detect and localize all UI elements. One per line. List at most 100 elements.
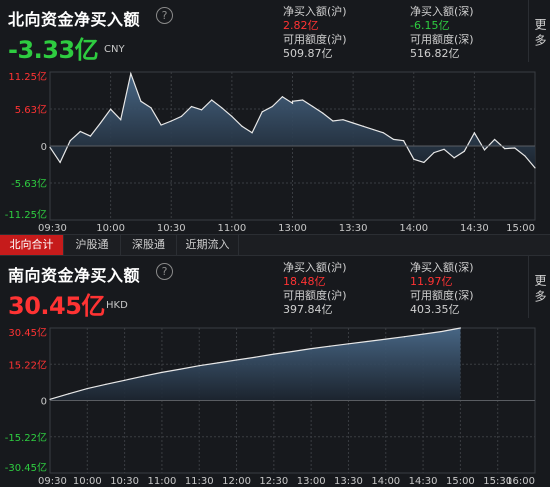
north-xtick-label: 14:00 bbox=[399, 223, 428, 234]
north-sz-quota-value: 516.82亿 bbox=[410, 47, 460, 60]
south-data-point bbox=[161, 371, 163, 374]
north-data-point bbox=[180, 115, 182, 117]
south-xtick-label: 13:30 bbox=[334, 476, 363, 487]
south-ytick-label: 30.45亿 bbox=[8, 326, 47, 339]
north-xtick-label: 13:00 bbox=[278, 223, 307, 234]
north-data-point bbox=[281, 96, 283, 98]
north-data-point bbox=[473, 132, 475, 134]
south-data-point bbox=[310, 347, 312, 350]
north-data-point bbox=[241, 125, 243, 127]
tab-north-total[interactable]: 北向合计 bbox=[0, 235, 64, 255]
north-data-point bbox=[79, 130, 81, 133]
north-data-point bbox=[291, 100, 294, 102]
north-help-icon[interactable]: ? bbox=[156, 7, 173, 24]
south-xtick-label: 15:30 bbox=[483, 476, 512, 487]
north-xtick-label: 14:30 bbox=[460, 223, 489, 234]
north-data-point bbox=[160, 124, 162, 126]
north-data-point bbox=[120, 119, 122, 121]
north-sh-quota-value: 509.87亿 bbox=[283, 47, 333, 60]
south-ytick-label: 0 bbox=[41, 397, 47, 408]
north-data-point bbox=[140, 100, 142, 102]
south-chart: 30.45亿 15.22亿 0 -15.22亿 -30.45亿 09:30 10:00 10:… bbox=[5, 326, 536, 487]
north-title: 北向资金净买入额 bbox=[8, 10, 141, 29]
south-data-point bbox=[329, 345, 331, 347]
south-xtick-label: 10:30 bbox=[110, 476, 139, 487]
south-data-point bbox=[68, 393, 70, 395]
south-sz-quota-label: 可用额度(深) bbox=[410, 289, 474, 302]
tab-shenzhen-connect[interactable]: 深股通 bbox=[121, 235, 177, 255]
north-sh-quota-label: 可用额度(沪) bbox=[283, 33, 347, 46]
south-more-button[interactable]: 更多 bbox=[528, 256, 550, 318]
north-data-point bbox=[49, 146, 51, 148]
north-sh-net-label: 净买入额(沪) bbox=[283, 5, 347, 18]
north-header: 北向资金净买入额 ? -3.33亿 CNY 净买入额(沪) 2.82亿 可用额度… bbox=[0, 0, 550, 64]
north-data-point bbox=[110, 108, 112, 110]
north-data-point bbox=[190, 105, 193, 108]
south-xtick-label: 12:30 bbox=[259, 476, 288, 487]
north-data-point bbox=[59, 161, 61, 164]
south-data-point bbox=[422, 333, 424, 335]
north-data-point bbox=[130, 73, 132, 75]
north-data-point bbox=[352, 122, 354, 124]
south-xtick-label: 16:00 bbox=[506, 476, 535, 487]
north-data-point bbox=[382, 132, 385, 134]
north-data-point bbox=[302, 99, 304, 101]
south-ytick-label: -30.45亿 bbox=[5, 461, 47, 474]
south-xtick-label: 13:00 bbox=[297, 476, 326, 487]
north-xtick-label: 10:30 bbox=[157, 223, 186, 234]
north-data-point bbox=[211, 99, 213, 101]
south-area bbox=[50, 328, 461, 401]
north-ytick-label: 11.25亿 bbox=[8, 70, 47, 83]
north-xtick-label: 11:00 bbox=[217, 223, 246, 234]
south-xtick-label: 12:00 bbox=[222, 476, 251, 487]
north-data-point bbox=[200, 109, 203, 111]
north-sh-net-value: 2.82亿 bbox=[283, 19, 319, 32]
south-data-point bbox=[273, 353, 275, 355]
south-xtick-label: 09:30 bbox=[38, 476, 67, 487]
north-currency: CNY bbox=[104, 44, 125, 55]
south-xtick-label: 14:30 bbox=[409, 476, 438, 487]
north-panel: 北向资金净买入额 ? -3.33亿 CNY 净买入额(沪) 2.82亿 可用额度… bbox=[0, 0, 550, 234]
tab-recent-inflow[interactable]: 近期流入 bbox=[177, 235, 239, 255]
north-ytick-label: -11.25亿 bbox=[5, 208, 47, 221]
south-data-point bbox=[254, 356, 256, 358]
north-data-point bbox=[312, 105, 314, 108]
south-net-value: 30.45亿 bbox=[8, 292, 105, 320]
south-title: 南向资金净买入额 bbox=[8, 266, 141, 285]
north-xtick-label: 15:00 bbox=[506, 223, 535, 234]
south-data-point bbox=[441, 330, 443, 333]
south-data-point bbox=[459, 327, 461, 329]
north-data-point bbox=[150, 107, 152, 109]
south-data-point bbox=[86, 387, 88, 390]
south-data-point bbox=[385, 338, 387, 340]
north-xtick-label: 09:30 bbox=[38, 223, 67, 234]
south-sz-net-value: 11.97亿 bbox=[410, 275, 453, 288]
north-data-point bbox=[403, 140, 405, 142]
south-data-point bbox=[198, 365, 200, 367]
north-data-point bbox=[483, 149, 486, 151]
north-data-point bbox=[514, 147, 516, 149]
south-data-point bbox=[179, 368, 182, 370]
north-data-point bbox=[413, 158, 415, 160]
north-xtick-label: 13:30 bbox=[339, 223, 368, 234]
north-sz-net-value: -6.15亿 bbox=[410, 19, 450, 32]
north-more-button[interactable]: 更多 bbox=[528, 0, 550, 62]
tab-shanghai-connect[interactable]: 沪股通 bbox=[64, 235, 121, 255]
north-ytick-label: 0 bbox=[41, 142, 47, 153]
south-help-icon[interactable]: ? bbox=[156, 263, 173, 280]
north-data-point bbox=[423, 161, 425, 164]
north-data-point bbox=[99, 122, 102, 124]
south-sh-quota-label: 可用额度(沪) bbox=[283, 289, 347, 302]
north-series-line bbox=[49, 71, 536, 169]
north-data-point bbox=[493, 138, 496, 141]
south-ytick-label: -15.22亿 bbox=[5, 431, 47, 444]
north-data-point bbox=[89, 135, 92, 137]
north-xtick-label: 10:00 bbox=[96, 223, 125, 234]
north-ytick-label: -5.63亿 bbox=[11, 177, 47, 190]
south-data-point bbox=[49, 398, 51, 400]
north-data-point bbox=[534, 167, 536, 169]
south-data-point bbox=[291, 350, 294, 353]
south-header: 南向资金净买入额 ? 30.45亿 HKD 净买入额(沪) 18.48亿 可用额… bbox=[0, 256, 550, 320]
north-ytick-label: 5.63亿 bbox=[15, 103, 47, 116]
north-data-point bbox=[231, 115, 233, 117]
